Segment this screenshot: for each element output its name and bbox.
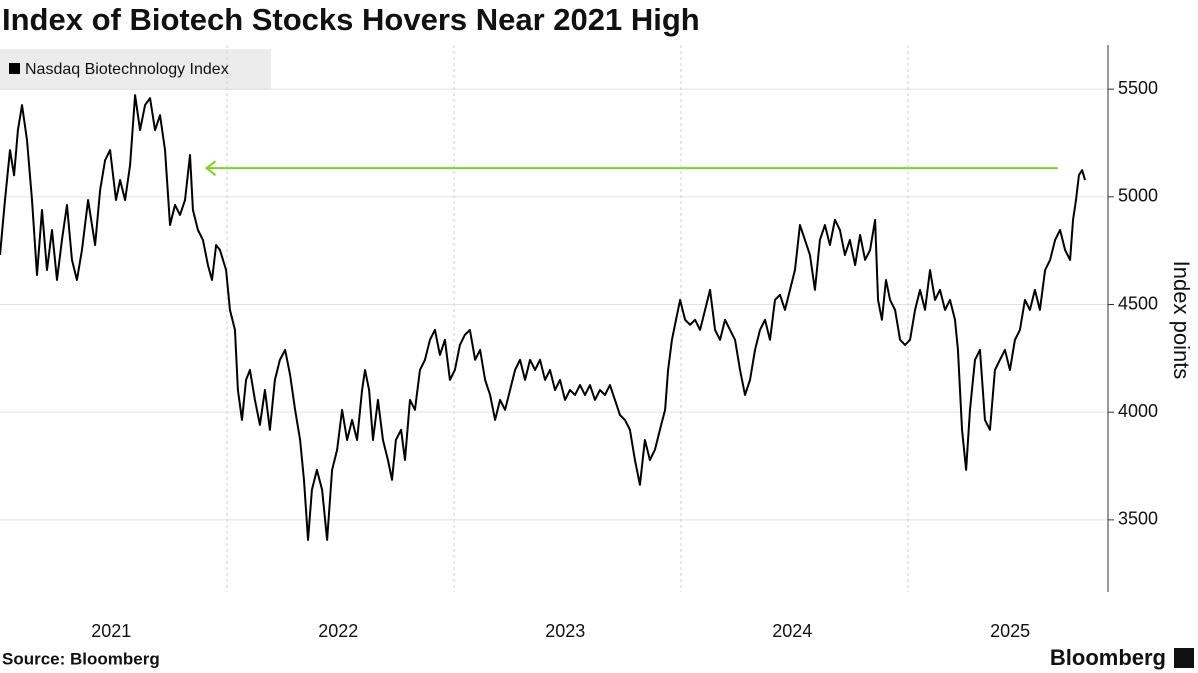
x-tick-label: 2024 xyxy=(772,621,812,641)
x-tick-label: 2022 xyxy=(318,621,358,641)
x-tick-label: 2025 xyxy=(990,621,1030,641)
brand: Bloomberg xyxy=(1050,645,1166,670)
chart-title: Index of Biotech Stocks Hovers Near 2021… xyxy=(2,2,700,37)
source: Source: Bloomberg xyxy=(2,649,160,668)
y-axis-label: Index points xyxy=(1169,261,1194,380)
x-tick-label: 2023 xyxy=(545,621,585,641)
y-tick-label: 5000 xyxy=(1118,186,1158,206)
brand-icon xyxy=(1174,648,1194,668)
legend-swatch xyxy=(9,63,20,74)
y-tick-label: 5500 xyxy=(1118,78,1158,98)
y-tick-label: 3500 xyxy=(1118,509,1158,529)
x-tick-label: 2021 xyxy=(91,621,131,641)
arrow-head xyxy=(204,160,217,176)
legend-box xyxy=(0,49,271,90)
legend-label: Nasdaq Biotechnology Index xyxy=(25,61,229,78)
y-tick-label: 4000 xyxy=(1118,401,1158,421)
y-tick-label: 4500 xyxy=(1118,293,1158,313)
line-series xyxy=(0,94,1087,541)
